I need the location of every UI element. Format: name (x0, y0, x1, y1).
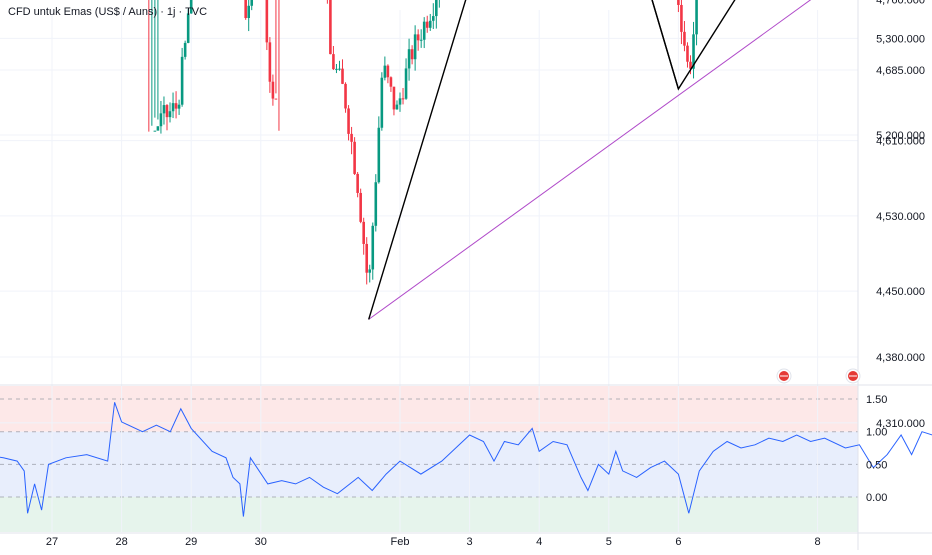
candle-body (183, 42, 187, 57)
x-tick-label: 27 (46, 536, 58, 548)
candle-body (401, 98, 405, 100)
candle-body (335, 68, 338, 70)
candle-body (692, 34, 695, 69)
candle-body (683, 31, 686, 46)
candle-body (686, 45, 689, 62)
candle-body (174, 103, 178, 109)
y-tick-label: 4,530.000 (876, 211, 925, 223)
candle-body (332, 54, 335, 70)
y-tick-label: 4,760.000 (876, 0, 925, 6)
candle-body (165, 105, 169, 118)
oscillator-line (0, 402, 932, 517)
candle-body (153, 130, 157, 132)
candle-body (422, 21, 426, 40)
candle-body (695, 0, 698, 35)
x-tick-label: 29 (185, 536, 197, 548)
candle-body (344, 83, 347, 109)
candle-body (410, 49, 414, 60)
y-tick-label: 5,300.000 (876, 33, 925, 45)
y-tick-label: 4,610.000 (876, 136, 925, 148)
y-tick-label: 4,450.000 (876, 286, 925, 298)
candle-body (404, 68, 408, 99)
candle-body (171, 103, 175, 112)
candle-body (186, 13, 190, 43)
candle-body (389, 77, 393, 87)
candle-body (368, 269, 372, 273)
candle-body (428, 20, 432, 28)
candle-body (380, 77, 384, 128)
oscillator-band (0, 497, 858, 532)
candle-body (419, 39, 423, 41)
candle-body (177, 104, 181, 109)
candle-body (162, 105, 166, 114)
x-tick-label: 5 (606, 536, 612, 548)
candle-body (180, 56, 184, 105)
candle-body (274, 98, 278, 100)
candle-body (395, 104, 399, 110)
oscillator-tick-label: 0.00 (866, 492, 887, 504)
candle-body (271, 81, 275, 99)
y-tick-label: 4,380.000 (876, 352, 925, 364)
oscillator-tick-label: 1.50 (866, 394, 887, 406)
y-tick-label: 5,200.000 (876, 130, 925, 142)
candle-body (159, 113, 163, 127)
candle-body (268, 42, 272, 82)
candle-body (386, 65, 390, 78)
candle-body (689, 61, 692, 69)
candle-body (431, 16, 435, 21)
x-tick-label: Feb (391, 536, 410, 548)
candle-body (677, 0, 680, 5)
candle-body (398, 98, 402, 105)
x-tick-label: 4 (536, 536, 542, 548)
x-tick-label: 8 (815, 536, 821, 548)
candle-body (189, 0, 193, 14)
candle-body (435, 0, 438, 17)
candle-body (250, 0, 254, 6)
candle-body (413, 34, 417, 60)
oscillator-tick-label: 0.50 (866, 459, 887, 471)
candle-body (353, 141, 356, 174)
candle-body (341, 68, 344, 84)
candle-body (247, 5, 250, 19)
candle-body (359, 192, 362, 222)
candle-body (356, 173, 359, 193)
candle-body (407, 49, 411, 69)
candle-body (347, 108, 350, 134)
candle-body (350, 133, 353, 142)
candle-body (383, 65, 387, 78)
candle-body (425, 21, 429, 28)
y-tick-label: 4,310.000 (876, 418, 925, 430)
candle-body (156, 126, 160, 131)
candle-body (371, 225, 375, 270)
x-tick-label: 3 (467, 536, 473, 548)
candle-body (374, 182, 378, 226)
candle-body (377, 127, 381, 183)
y-tick-label: 4,685.000 (876, 65, 925, 77)
candle-body (168, 111, 172, 118)
candle-body (329, 0, 332, 55)
candle-body (680, 4, 683, 32)
x-tick-label: 30 (255, 536, 267, 548)
trendline-support (368, 0, 812, 320)
candle-body (416, 34, 420, 41)
candle-body (265, 0, 269, 43)
candle-body (362, 221, 365, 244)
x-tick-label: 6 (675, 536, 681, 548)
candle-body (365, 243, 369, 273)
pattern-line (651, 0, 680, 90)
oscillator-tick-label: 1.00 (866, 427, 887, 439)
candle-body (244, 0, 247, 19)
oscillator-band (0, 386, 858, 432)
candle-body (392, 86, 396, 110)
chart-title: CFD untuk Emas (US$ / Auns) · 1j · TVC (8, 6, 208, 18)
x-tick-label: 28 (115, 536, 127, 548)
candle-body (338, 68, 341, 70)
pattern-line (368, 0, 736, 320)
